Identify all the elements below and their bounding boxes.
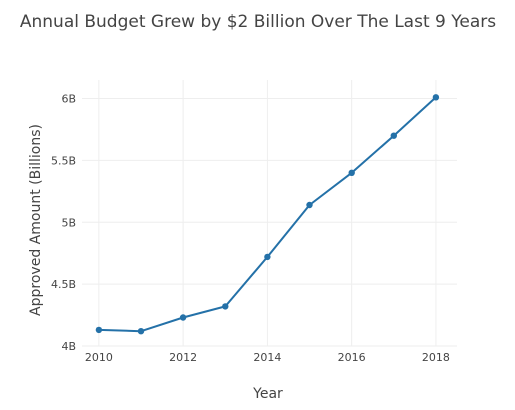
y-tick-label: 6B	[61, 93, 76, 106]
data-point-2018[interactable]	[432, 94, 440, 101]
data-point-2010[interactable]	[95, 326, 103, 334]
data-point-2012[interactable]	[179, 314, 187, 321]
x-tick-label: 2010	[85, 351, 113, 364]
data-point-2016[interactable]	[348, 169, 355, 176]
x-tick-label: 2014	[253, 351, 281, 364]
data-point-2015[interactable]	[306, 201, 313, 209]
y-tick-label: 4.5B	[51, 278, 76, 291]
data-point-2011[interactable]	[137, 328, 145, 335]
y-axis-title: Approved Amount (Billions)	[28, 124, 44, 316]
y-tick-label: 4B	[61, 340, 76, 353]
y-axis-ticks: 4B 4.5B 5B 5.5B 6B	[51, 93, 76, 353]
data-point-2014[interactable]	[264, 253, 271, 261]
data-point-2013[interactable]	[222, 303, 229, 310]
chart-title: Annual Budget Grew by $2 Billion Over Th…	[20, 12, 496, 32]
y-tick-label: 5.5B	[51, 154, 76, 167]
x-tick-label: 2016	[338, 351, 366, 364]
y-tick-label: 5B	[61, 216, 76, 229]
series-layer	[95, 94, 440, 335]
x-axis-title: Year	[252, 386, 283, 402]
data-point-2017[interactable]	[390, 132, 397, 139]
x-tick-label: 2018	[422, 351, 450, 364]
x-axis-ticks: 2010 2012 2014 2016 2018	[85, 351, 450, 364]
x-tick-label: 2012	[169, 351, 197, 364]
grid-lines	[82, 80, 457, 347]
